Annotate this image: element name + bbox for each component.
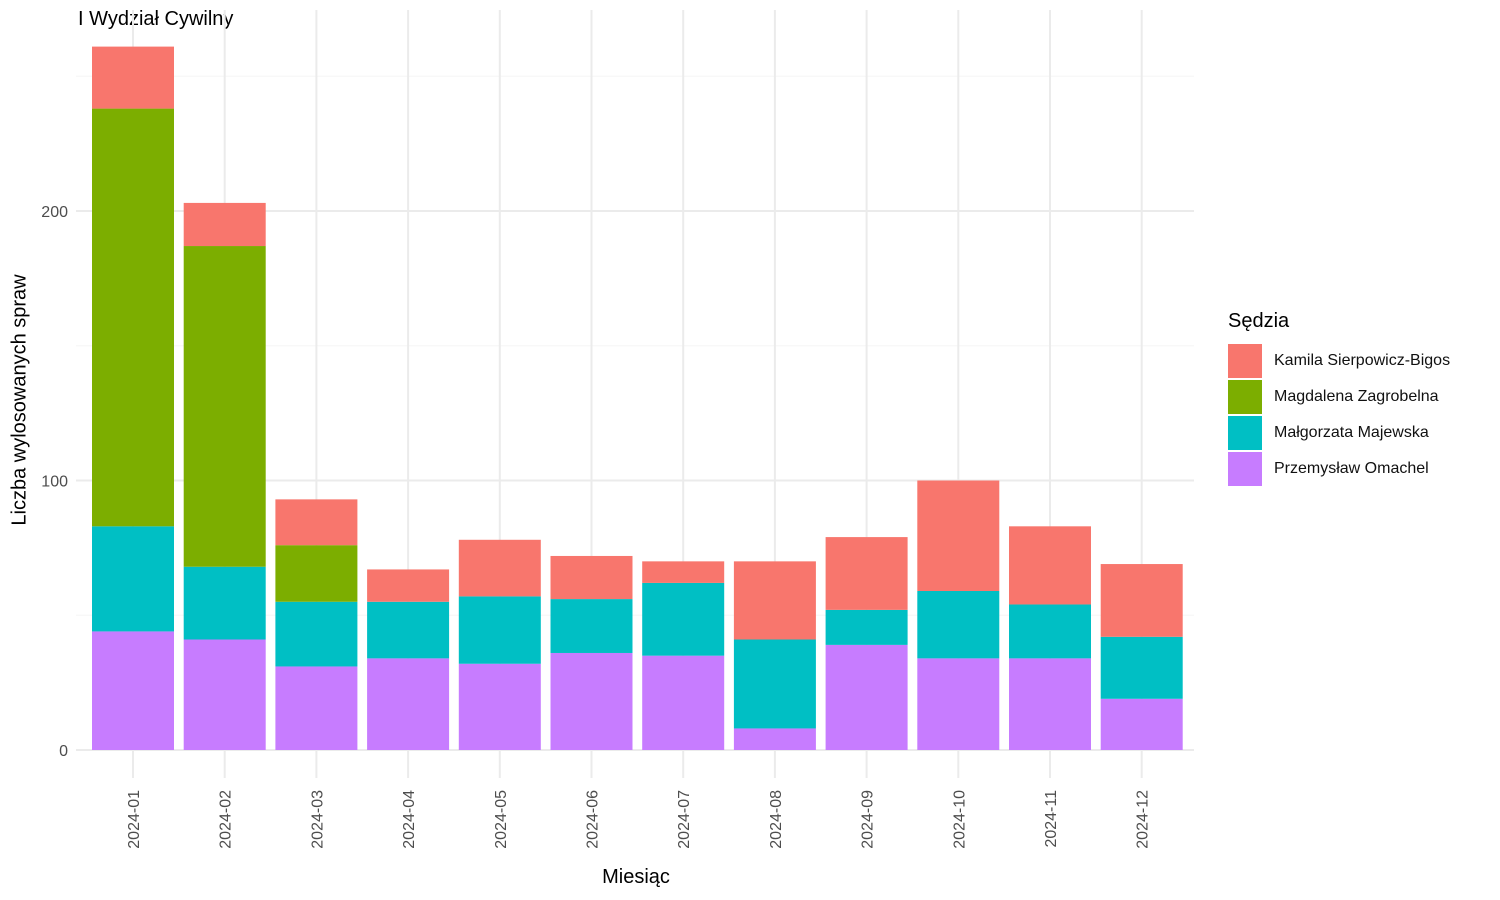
bar-segment [642,561,725,583]
bar-segment [917,590,1000,659]
x-tick-label: 2024-09 [860,790,877,849]
bar-segment [367,601,450,659]
bar-segment [275,545,358,602]
legend-color-key [1228,380,1262,414]
x-tick-label: 2024-05 [493,790,510,849]
legend-color-key [1228,344,1262,378]
bar-segment [367,569,450,602]
legend-label: Magdalena Zagrobelna [1274,388,1439,405]
bar-segment [1100,636,1183,699]
bar-segment [367,658,450,750]
bar-segment [550,555,633,600]
x-tick-label: 2024-02 [218,790,235,849]
x-tick-label: 2024-07 [676,790,693,849]
bar-segment [550,599,633,653]
bar-segment [92,631,174,750]
bar-segment [1100,698,1183,750]
chart-title: I Wydział Cywilny [78,8,234,30]
bar-segment [183,639,266,750]
bar-segment [458,596,541,664]
bar-segment [917,658,1000,750]
bar-segment [183,246,266,567]
bar-segment [92,526,174,632]
bar-segment [825,609,908,645]
bar-segment [733,728,816,750]
x-tick-label: 2024-10 [951,790,968,849]
x-tick-label: 2024-04 [401,790,418,849]
bar-segment [275,666,358,750]
bar-segment [92,108,174,527]
x-axis-label: Miesiąc [602,866,670,888]
bar-segment [92,46,174,109]
legend-color-key [1228,452,1262,486]
x-tick-label: 2024-12 [1135,790,1152,849]
bar-segment [275,499,358,546]
bar-segment [825,644,908,750]
legend: Sędzia Kamila Sierpowicz-Bigos Magdalena … [1228,310,1450,487]
legend-item: Przemysław Omachel [1228,451,1450,487]
legend-label: Kamila Sierpowicz-Bigos [1274,352,1451,369]
x-tick-label: 2024-11 [1043,790,1060,848]
bar-segment [1009,604,1091,659]
bar-segment [1009,526,1091,605]
bar-segment [183,566,266,640]
y-tick-label: 100 [41,474,68,491]
bar-segment [1009,658,1091,750]
bar-segment [183,202,266,247]
legend-color-key [1228,416,1262,450]
x-tick-label: 2024-06 [585,790,602,849]
legend-item: Magdalena Zagrobelna [1228,379,1450,415]
bar-segment [1100,564,1183,637]
x-tick-label: 2024-01 [126,790,143,849]
bar-segment [458,539,541,597]
x-tick-label: 2024-08 [768,790,785,849]
legend-item: Małgorzata Majewska [1228,415,1450,451]
bar-segment [733,639,816,729]
bar-segment [275,601,358,667]
legend-item: Kamila Sierpowicz-Bigos [1228,343,1450,379]
x-tick-label: 2024-03 [309,790,326,849]
bar-segment [642,655,725,750]
y-tick-label: 0 [59,743,68,760]
bar-segment [733,561,816,640]
y-tick-label: 200 [41,204,68,221]
bar-segment [825,537,908,610]
legend-title: Sędzia [1228,310,1290,332]
legend-label: Przemysław Omachel [1274,460,1429,477]
bar-segment [642,582,725,656]
legend-label: Małgorzata Majewska [1274,424,1429,441]
bar-segment [550,652,633,750]
bar-segment [458,663,541,750]
bar-segment [917,480,1000,591]
